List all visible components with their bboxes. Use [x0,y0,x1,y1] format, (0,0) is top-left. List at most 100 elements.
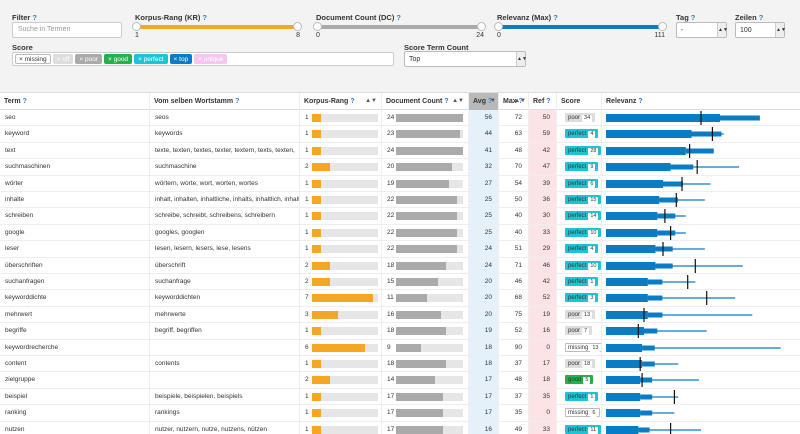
korpus-rang-cell: 2 [300,257,382,274]
col-header-korpus-rang[interactable]: Korpus-Rang? ▲▼ [300,93,382,110]
score-count: 1 [588,279,596,286]
document-count-value: 24 [387,146,395,154]
table-row[interactable]: nutzen nutzer, nutzern, nutze, nutzens, … [0,421,800,434]
score-badge: perfect 6 [565,178,599,188]
table-row[interactable]: keyword keywords 1 23 44 63 59 perfect 4 [0,126,800,143]
help-icon[interactable]: ? [553,13,558,22]
max-cell: 51 [499,241,529,258]
help-icon[interactable]: ? [444,98,449,105]
term-cell: google [0,224,150,241]
term-cell: nutzen [0,421,150,434]
relevanz-bar-tail [647,295,663,301]
table-row[interactable]: suchanfragen suchanfrage 2 15 20 46 42 p… [0,274,800,291]
relevanz-chart [606,307,753,322]
col-header-term[interactable]: Term? [0,93,150,110]
max-cell: 48 [499,142,529,159]
zeilen-select[interactable]: 100 ▲▼ [735,22,786,38]
max-cell: 50 [499,192,529,208]
table-row[interactable]: ranking rankings 1 17 17 35 0 missing 6 [0,405,800,422]
score-cell: perfect 15 [557,192,602,208]
document-count-cell: 16 [382,306,469,323]
slider-handle-max[interactable] [477,22,486,31]
document-count-slider[interactable]: 0 24 [313,20,486,39]
table-row[interactable]: text texte, texten, textes, texter, text… [0,142,800,160]
relevanz-cell [602,110,800,126]
slider-handle-max[interactable] [658,22,667,31]
help-icon[interactable]: ? [202,13,208,22]
help-icon[interactable]: ? [350,98,355,105]
korpus-rang-value: 1 [305,392,309,400]
help-icon[interactable]: ? [758,13,764,22]
col-header-ref[interactable]: Ref? [529,93,557,110]
col-header-document-count[interactable]: Document Count? ▲▼ [382,93,469,110]
score-tag[interactable]: × missing [15,54,51,64]
col-header-relevanz[interactable]: Relevanz? [606,98,643,105]
help-icon[interactable]: ? [690,13,696,22]
korpus-rang-track [312,409,378,418]
document-count-bar [396,228,458,237]
score-tag[interactable]: × top [169,54,193,64]
score-cell: poor 7 [557,323,602,340]
table-row[interactable]: leser lesen, lesern, lesers, lese, lesen… [0,241,800,258]
table-row[interactable]: überschriften überschrift 2 18 24 71 46 … [0,257,800,274]
help-icon[interactable]: ? [396,13,401,22]
table-row[interactable]: inhalte inhalt, inhalten, inhaltliche, i… [0,192,800,209]
score-badge: missing 13 [565,342,601,352]
relevanz-bar [606,294,648,303]
table-row[interactable]: wörter wörtern, worte, wort, worten, wor… [0,175,800,192]
score-badge: perfect 28 [565,145,601,155]
ref-cell: 17 [529,356,557,372]
score-tag[interactable]: × off [52,54,74,64]
table-row[interactable]: seo seos 1 24 56 72 50 poor 34 [0,110,800,127]
korpus-rang-cell: 2 [300,159,382,176]
table-row[interactable]: google googles, googlen 1 22 25 40 33 pe… [0,224,800,242]
score-term-count-select[interactable]: Top ▲▼ [404,51,527,67]
slider-handle-min[interactable] [132,22,141,31]
slider-handle-max[interactable] [293,22,302,31]
help-icon[interactable]: ? [22,98,27,105]
table-row[interactable]: content contents 1 18 18 37 17 poor 18 [0,356,800,373]
stem-cell: inhalt, inhalten, inhaltliche, inhalts, … [150,192,300,208]
table-row[interactable]: schreiben schreibe, schreibt, schreibens… [0,208,800,225]
score-badge: perfect 1 [565,391,599,401]
col-header-avg[interactable]: Avg? ▼ [469,93,499,110]
help-icon[interactable]: ? [487,98,493,105]
korpus-rang-value: 2 [305,376,309,384]
table-row[interactable]: begriffe begriff, begriffen 1 18 19 52 1… [0,323,800,340]
ref-cell: 0 [529,339,557,356]
help-icon[interactable]: ? [518,98,523,105]
table-row[interactable]: zielgruppe 2 14 17 48 18 good 5 [0,372,800,389]
stem-cell: keywords [150,126,300,143]
help-icon[interactable]: ? [638,98,643,105]
help-icon[interactable]: ? [235,98,240,105]
col-header-score[interactable]: Score [557,93,602,110]
table-row[interactable]: mehrwert mehrwerte 3 16 20 75 19 poor 13 [0,306,800,324]
table-row[interactable]: beispiel beispiele, beispielen, beispiel… [0,388,800,406]
korpus-rang-slider[interactable]: 1 8 [132,20,302,39]
filter-search-input[interactable]: Suche in Termen [12,22,122,38]
table-row[interactable]: suchmaschinen suchmaschine 2 20 32 70 47… [0,159,800,176]
help-icon[interactable]: ? [546,98,551,105]
tag-select[interactable]: - ▲▼ [676,22,728,38]
score-tag-input[interactable]: × missing × off × poor × good × perfect × top… [12,52,394,66]
table-row[interactable]: keywordrecherche 6 9 18 90 0 missing 13 [0,339,800,356]
score-tag[interactable]: × good [103,54,133,64]
col-header-stem[interactable]: Vom selben Wortstamm? [150,93,300,110]
korpus-rang-bar [312,360,321,368]
slider-handle-min[interactable] [494,22,503,31]
help-icon[interactable]: ? [32,13,37,22]
table-row[interactable]: keyworddichte keyworddichten 7 11 20 68 … [0,290,800,307]
score-tag[interactable]: × unique [194,54,228,64]
col-header-max[interactable]: Max? ▲▼ [499,93,529,110]
korpus-rang-track [312,146,378,155]
term-cell: content [0,356,150,372]
score-tag[interactable]: × perfect [134,54,168,64]
slider-handle-min[interactable] [313,22,322,31]
relevanz-bar [606,261,656,270]
score-badge: poor 18 [565,359,596,368]
document-count-bar [396,245,458,254]
korpus-rang-cell: 1 [300,405,382,422]
relevanz-slider[interactable]: 0 111 [494,20,667,39]
korpus-rang-track [312,245,378,254]
score-tag[interactable]: × poor [75,54,102,64]
